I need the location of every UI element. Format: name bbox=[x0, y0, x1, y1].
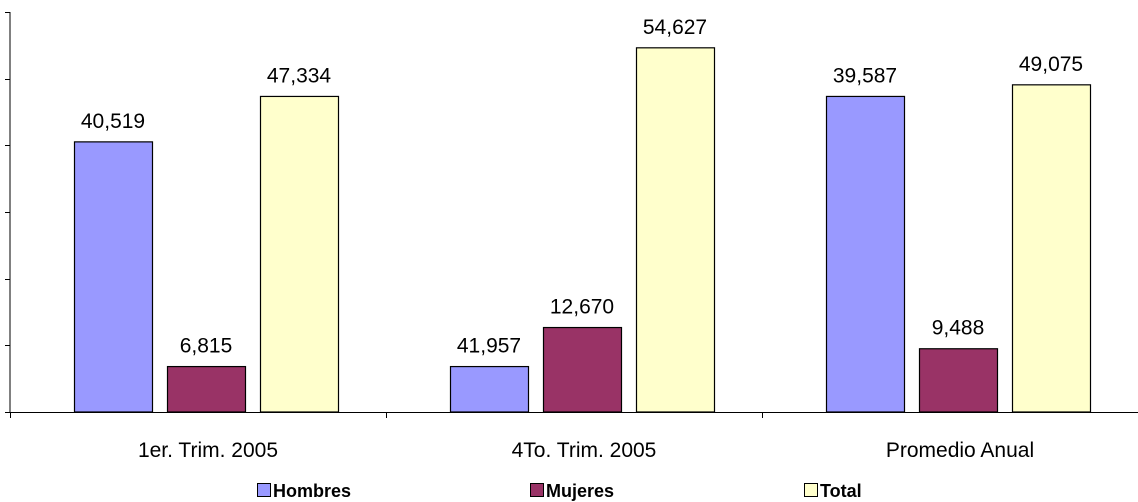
bar-mujeres-1 bbox=[166, 365, 247, 413]
category-label: 1er. Trim. 2005 bbox=[138, 439, 278, 462]
y-axis bbox=[5, 12, 11, 413]
legend-swatch-mujeres bbox=[530, 483, 544, 497]
bar-hombres-3 bbox=[825, 95, 906, 413]
data-label: 6,815 bbox=[180, 335, 233, 358]
bar-total-3 bbox=[1011, 84, 1092, 413]
bar-total-1 bbox=[259, 95, 340, 413]
legend: Hombres Mujeres Total bbox=[257, 481, 862, 501]
bar-hombres-2 bbox=[449, 365, 530, 413]
category-label: 4To. Trim. 2005 bbox=[512, 439, 657, 462]
bars bbox=[73, 47, 1092, 413]
data-label: 41,957 bbox=[457, 335, 521, 358]
bar-mujeres-2 bbox=[542, 326, 623, 413]
data-label: 12,670 bbox=[550, 296, 614, 319]
legend-label-hombres: Hombres bbox=[273, 481, 351, 501]
bar-hombres-1 bbox=[73, 141, 154, 413]
legend-swatch-total bbox=[804, 483, 818, 497]
data-label: 40,519 bbox=[81, 110, 145, 133]
data-label: 9,488 bbox=[932, 317, 985, 340]
data-label: 54,627 bbox=[643, 16, 707, 39]
data-label: 39,587 bbox=[833, 64, 897, 87]
legend-label-mujeres: Mujeres bbox=[546, 481, 614, 501]
category-labels: 1er. Trim. 2005 4To. Trim. 2005 Promedio A… bbox=[138, 439, 1034, 462]
bar-total-2 bbox=[635, 47, 716, 413]
legend-swatch-hombres bbox=[257, 483, 271, 497]
x-axis bbox=[10, 412, 1138, 418]
value-labels: 40,519 6,815 47,334 41,957 12,670 54,627 39,58… bbox=[81, 16, 1083, 358]
legend-label-total: Total bbox=[820, 481, 862, 501]
data-label: 47,334 bbox=[267, 64, 332, 87]
category-label: Promedio Anual bbox=[886, 439, 1034, 462]
data-label: 49,075 bbox=[1019, 53, 1083, 76]
bar-mujeres-3 bbox=[918, 348, 999, 413]
